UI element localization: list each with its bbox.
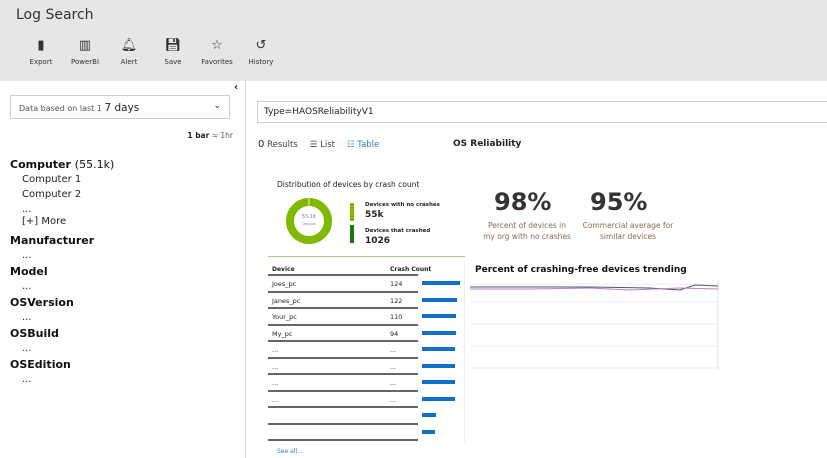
toolbar-export-button[interactable]: ▮ Export bbox=[16, 38, 66, 66]
view-title: OS Reliability bbox=[453, 139, 522, 149]
see-all-link[interactable]: See all... bbox=[277, 448, 303, 455]
left-panel bbox=[0, 81, 246, 458]
chevron-down-icon: ⌄ bbox=[213, 101, 221, 111]
crash-count-bar bbox=[422, 297, 458, 302]
facet-item: ... bbox=[22, 343, 32, 354]
crash-count-bar bbox=[422, 413, 436, 417]
pct-avg-caption: Commercial average for similar devices bbox=[582, 221, 674, 241]
facet-item[interactable]: Computer 1 bbox=[22, 174, 82, 185]
table-row[interactable]: Janes_pc 122 bbox=[268, 290, 458, 308]
table-row[interactable]: Joes_pc 124 bbox=[268, 274, 460, 291]
legend-no-crash-value: 55k bbox=[365, 210, 384, 220]
facet-item[interactable]: Computer 2 bbox=[22, 189, 82, 200]
trend-chart bbox=[470, 280, 719, 370]
powerbi-icon: ▥ bbox=[78, 38, 92, 53]
bell-icon: 🔔︎ bbox=[120, 38, 138, 53]
pct-avg-value: 95% bbox=[590, 188, 648, 216]
star-icon: ☆ bbox=[211, 38, 223, 53]
range-value: 7 days bbox=[104, 102, 140, 114]
table-view-button[interactable]: ☷ Table bbox=[346, 140, 380, 150]
table-row[interactable]: ...... bbox=[268, 389, 455, 407]
facet-item: ... bbox=[22, 281, 32, 292]
crash-count-bar bbox=[422, 396, 455, 401]
donut-no-crash-segment bbox=[286, 198, 332, 244]
legend-no-crash-swatch bbox=[350, 203, 354, 221]
column-header-crash-count: Crash Count bbox=[390, 266, 432, 273]
time-range-dropdown[interactable]: Data based on last 1 7 days ⌄ bbox=[10, 95, 230, 119]
toolbar-history-button[interactable]: ↺ History bbox=[236, 38, 286, 66]
facet-osversion[interactable]: OSVersion bbox=[10, 296, 74, 309]
device-crash-table: Device Crash Count Joes_pc 124 Janes_pc 122 Yo… bbox=[268, 262, 465, 443]
legend-crashed-value: 1026 bbox=[365, 236, 391, 246]
facet-item: ... bbox=[22, 374, 32, 385]
crash-count-bar bbox=[422, 347, 456, 351]
results-bar: 0 Results ☰ List ☷ Table bbox=[258, 139, 379, 150]
collapse-panel-button[interactable]: ‹ bbox=[234, 82, 239, 93]
facet-item: ... bbox=[22, 250, 32, 261]
donut-value: 55.1K bbox=[301, 214, 317, 220]
save-icon: 💾︎ bbox=[164, 38, 182, 53]
legend-crashed-swatch bbox=[350, 225, 354, 243]
excel-icon: ▮ bbox=[37, 38, 45, 53]
table-row[interactable]: ...... bbox=[268, 356, 456, 374]
legend-crashed-label: Devices that crashed bbox=[365, 228, 431, 234]
bar-scale: 1 bar = 1hr bbox=[187, 131, 233, 140]
series-line-average bbox=[470, 287, 719, 291]
crash-count-bar bbox=[422, 363, 456, 368]
table-row[interactable]: ...... bbox=[268, 340, 456, 357]
toolbar-alert-button[interactable]: 🔔︎ Alert bbox=[104, 38, 154, 66]
list-icon: ☰ bbox=[309, 140, 318, 150]
crash-count-bar bbox=[422, 330, 457, 335]
search-input[interactable]: Type=HAOSReliabilityV1 bbox=[257, 101, 827, 123]
series-line-org bbox=[470, 284, 719, 291]
toolbar-save-button[interactable]: 💾︎ Save bbox=[148, 38, 198, 66]
crash-count-bar bbox=[422, 281, 460, 285]
range-prefix: Data based on last 1 bbox=[19, 104, 102, 113]
pct-org-value: 98% bbox=[494, 188, 552, 216]
trend-chart-title: Percent of crashing-free devices trendin… bbox=[475, 265, 687, 275]
table-row[interactable]: Your_pc 110 bbox=[268, 307, 457, 324]
pct-org-caption: Percent of devices in my org with no cras… bbox=[483, 221, 571, 241]
table-row[interactable]: ...... bbox=[268, 373, 456, 390]
history-icon: ↺ bbox=[255, 38, 267, 53]
crash-count-bar bbox=[422, 314, 457, 318]
results-label: Results bbox=[267, 140, 298, 150]
distribution-title: Distribution of devices by crash count bbox=[277, 180, 420, 189]
table-row[interactable]: My_pc 94 bbox=[268, 323, 457, 341]
column-header-device: Device bbox=[272, 266, 295, 273]
table-row[interactable] bbox=[268, 406, 436, 423]
results-count: 0 bbox=[258, 139, 265, 150]
crash-donut-chart bbox=[286, 198, 332, 244]
facet-computer[interactable]: Computer (55.1k) bbox=[10, 158, 115, 171]
header bbox=[0, 0, 827, 81]
facet-model[interactable]: Model bbox=[10, 265, 48, 278]
facet-osbuild[interactable]: OSBuild bbox=[10, 327, 59, 340]
app-title: Log Search bbox=[16, 7, 94, 23]
toolbar-powerbi-button[interactable]: ▥ PowerBI bbox=[60, 38, 110, 66]
grid-icon: ☷ bbox=[346, 140, 355, 150]
crash-count-bar bbox=[422, 429, 435, 434]
divider bbox=[268, 256, 465, 257]
toolbar-favorites-button[interactable]: ☆ Favorites bbox=[192, 38, 242, 66]
donut-label: Devices bbox=[302, 222, 316, 226]
facet-manufacturer[interactable]: Manufacturer bbox=[10, 234, 95, 247]
facet-item: ... bbox=[22, 312, 32, 323]
list-view-button[interactable]: ☰ List bbox=[309, 140, 335, 150]
table-row[interactable] bbox=[268, 422, 435, 440]
facet-osedition[interactable]: OSEdition bbox=[10, 358, 71, 371]
crash-count-bar bbox=[422, 380, 456, 384]
legend-no-crash-label: Devices with no crashes bbox=[365, 202, 440, 208]
facet-item[interactable]: [+] More bbox=[22, 216, 67, 227]
facet-item: ... bbox=[22, 204, 32, 215]
